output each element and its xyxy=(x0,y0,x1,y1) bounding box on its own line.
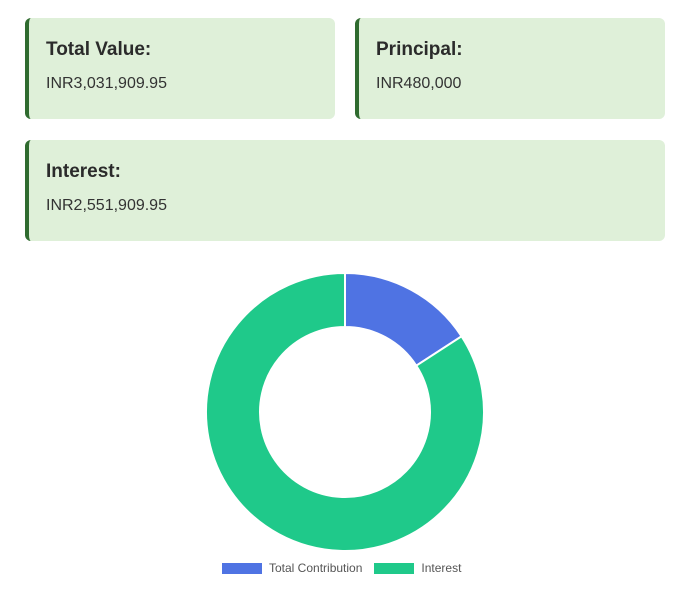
legend-swatch-interest xyxy=(374,562,415,574)
interest-label: Interest: xyxy=(46,161,121,182)
principal-card: Principal: INR480,000 xyxy=(355,18,665,119)
legend-label-interest: Interest xyxy=(421,561,462,575)
legend-swatch-total-contribution xyxy=(222,562,262,574)
total-value-card: Total Value: INR3,031,909.95 xyxy=(25,18,335,119)
legend-label-total-contribution: Total Contribution xyxy=(269,561,363,575)
donut-slice-interest[interactable] xyxy=(205,271,485,552)
legend-item-interest[interactable]: Interest xyxy=(374,561,461,575)
legend-item-total-contribution[interactable]: Total Contribution xyxy=(222,561,362,575)
chart-legend: Total Contribution Interest xyxy=(222,561,473,575)
principal-label: Principal: xyxy=(376,39,463,60)
principal-amount: INR480,000 xyxy=(376,75,462,92)
interest-amount: INR2,551,909.95 xyxy=(46,197,167,214)
total-value-label: Total Value: xyxy=(46,39,152,60)
interest-card: Interest: INR2,551,909.95 xyxy=(25,140,665,241)
donut-chart-svg xyxy=(205,271,485,552)
total-value-amount: INR3,031,909.95 xyxy=(46,75,167,92)
donut-chart: Total Contribution Interest xyxy=(0,260,682,590)
